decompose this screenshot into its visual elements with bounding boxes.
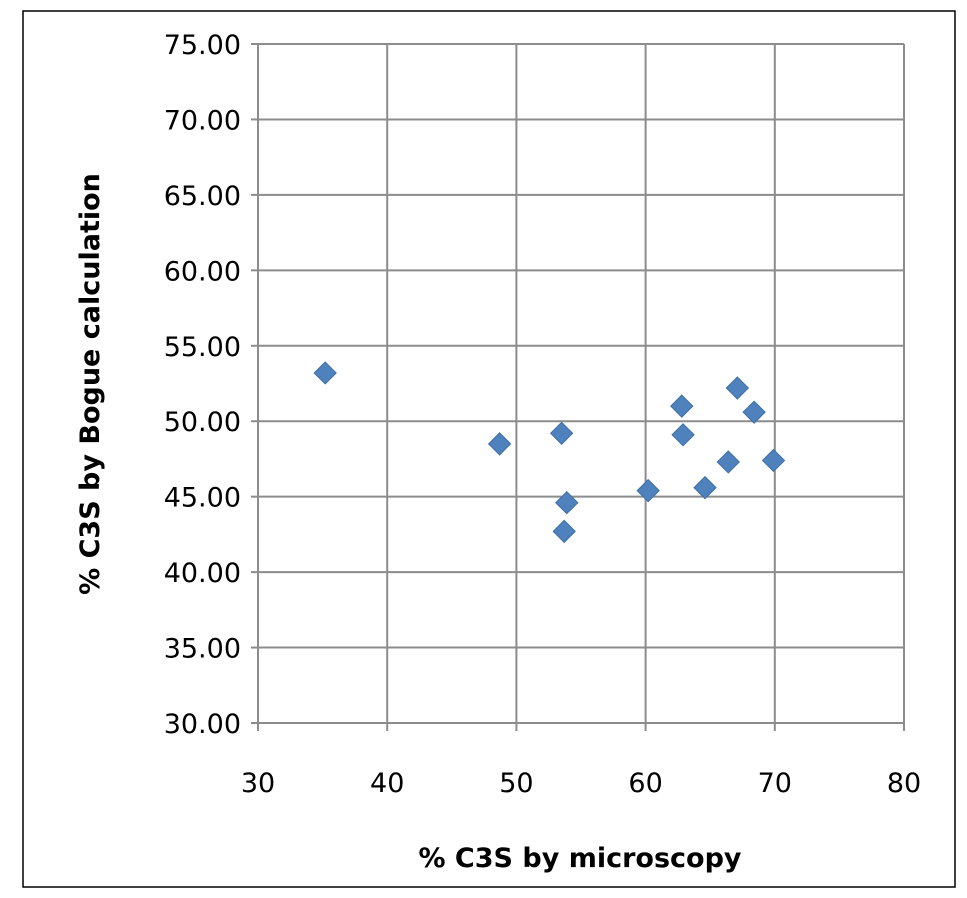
data-point-diamond (313, 361, 337, 385)
chart-border (22, 10, 956, 888)
x-axis-title: % C3S by microscopy (418, 843, 741, 874)
y-tick-label: 35.00 (164, 634, 241, 665)
data-point-diamond (742, 400, 766, 424)
data-points (313, 361, 786, 544)
data-point-diamond (487, 432, 512, 456)
x-tick-label: 50 (499, 768, 533, 799)
y-tick-label: 75.00 (164, 30, 241, 61)
data-point-diamond (671, 423, 695, 447)
data-point-diamond (716, 450, 740, 474)
x-tick-label: 60 (628, 768, 662, 799)
tick-labels: 30.00 35.00 40.00 45.00 50.00 55.00 60.00 65.00… (164, 30, 921, 799)
y-tick-label: 30.00 (164, 709, 241, 740)
data-point-diamond (693, 475, 717, 500)
x-tick-label: 40 (370, 768, 404, 799)
y-tick-label: 70.00 (164, 105, 241, 136)
y-tick-label: 45.00 (164, 483, 241, 514)
y-axis-title: % C3S by Bogue calculation (75, 173, 106, 595)
y-tick-label: 50.00 (164, 407, 241, 438)
gridlines (257, 43, 905, 724)
data-point-diamond (549, 421, 574, 446)
data-point-diamond (636, 478, 660, 503)
axes (251, 43, 905, 731)
data-point-diamond (725, 376, 750, 400)
y-tick-label: 60.00 (164, 256, 241, 287)
data-point-diamond (670, 394, 694, 418)
y-tick-label: 65.00 (164, 181, 241, 212)
data-point-diamond (552, 519, 576, 544)
y-tick-label: 40.00 (164, 558, 241, 589)
x-tick-label: 80 (887, 768, 921, 799)
data-point-diamond (555, 490, 579, 515)
x-tick-label: 30 (241, 768, 275, 799)
data-point-diamond (761, 448, 786, 473)
x-tick-label: 70 (758, 768, 792, 799)
y-tick-label: 55.00 (164, 332, 241, 363)
